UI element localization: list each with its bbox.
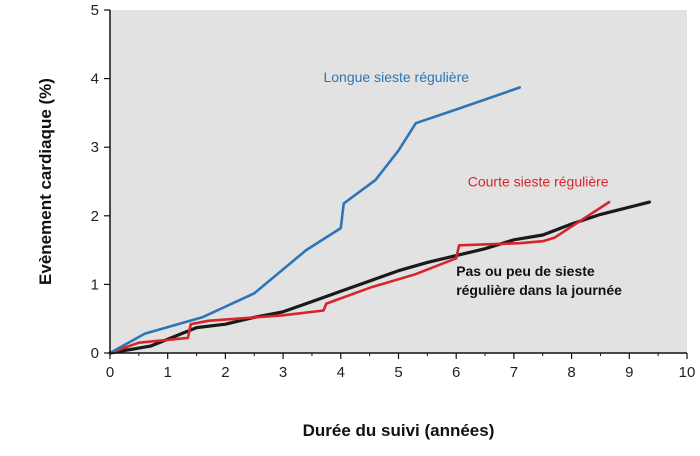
y-tick-label: 5 (91, 2, 99, 19)
x-tick-label: 8 (567, 364, 575, 381)
series-label-1: Longue sieste régulière (323, 69, 469, 85)
x-tick-label: 5 (394, 364, 402, 381)
annotation-layer: Longue sieste régulière Courte sieste rég… (323, 69, 622, 298)
x-tick-label: 2 (221, 364, 229, 381)
x-axis-title: Durée du suivi (années) (303, 421, 495, 440)
series-layer (108, 86, 652, 355)
y-tick-label: 4 (91, 71, 99, 88)
series-label-3: régulière dans la journée (456, 282, 622, 298)
series-line-3 (108, 200, 652, 355)
x-tick-label: 1 (164, 364, 172, 381)
y-axis-title: Evènement cardiaque (%) (36, 78, 55, 285)
x-tick-label: 7 (510, 364, 518, 381)
x-tick-label: 9 (625, 364, 633, 381)
series-line-1 (108, 86, 522, 355)
x-tick-label: 4 (337, 364, 345, 381)
x-tick-label: 3 (279, 364, 287, 381)
series-label-2: Courte sieste régulière (468, 173, 609, 189)
x-tick-label: 6 (452, 364, 460, 381)
series-line-2 (108, 200, 611, 355)
plot-background (110, 10, 687, 353)
y-tick-label: 2 (91, 208, 99, 225)
axes-layer: 0 1 2 3 4 5 6 7 8 9 10 0 1 2 3 4 5 (91, 2, 696, 381)
y-tick-label: 0 (91, 345, 99, 362)
y-tick-label: 3 (91, 139, 99, 156)
x-tick-label: 0 (106, 364, 114, 381)
y-tick-label: 1 (91, 276, 99, 293)
series-label-3: Pas ou peu de sieste (456, 263, 595, 279)
x-tick-label: 10 (679, 364, 696, 381)
